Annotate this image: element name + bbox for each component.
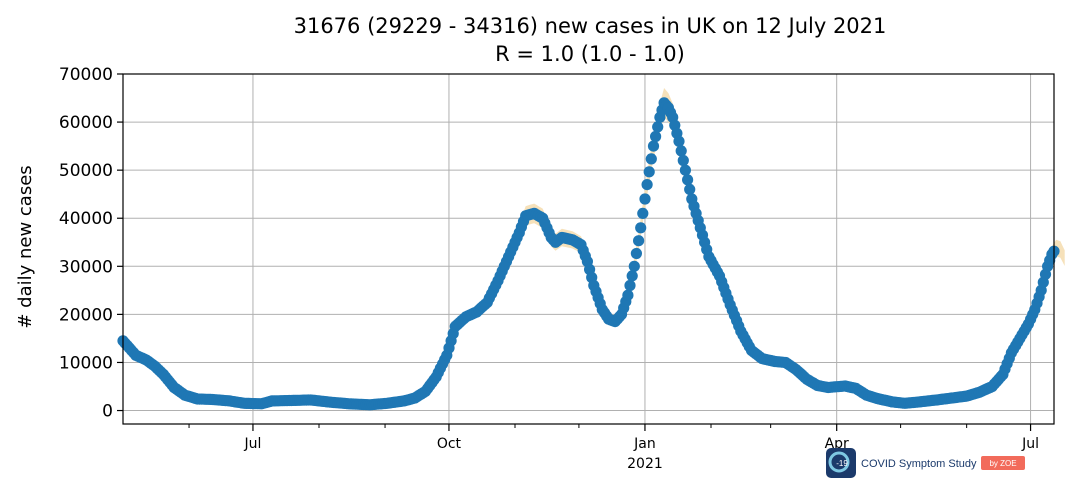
data-point <box>673 135 685 147</box>
data-point <box>645 153 657 165</box>
x-tick-label: Oct <box>437 436 462 452</box>
x-tick-sublabel: 2021 <box>627 456 663 472</box>
data-point <box>641 179 653 191</box>
data-point <box>652 121 664 133</box>
data-point <box>628 260 640 272</box>
data-point <box>639 193 651 205</box>
data-point <box>630 247 643 260</box>
data-point <box>677 154 689 167</box>
logo-text: COVID Symptom Study <box>861 458 977 470</box>
y-tick-label: 10000 <box>59 353 113 373</box>
x-tick-label: Jul <box>1021 436 1039 452</box>
covid-symptom-study-logo: -19 COVID Symptom Study by ZOE <box>826 448 1025 478</box>
axes <box>122 73 1055 425</box>
data-point <box>684 183 696 195</box>
logo-zoe-text: by ZOE <box>989 459 1016 468</box>
logo-zoe-box <box>981 456 1025 470</box>
confidence-band <box>123 88 1065 406</box>
y-tick-label: 0 <box>102 402 113 422</box>
y-axis-ticks: 0 10000 20000 30000 40000 50000 60000 70000 <box>59 65 123 422</box>
y-axis-label: # daily new cases <box>15 165 36 328</box>
grid <box>123 73 1054 424</box>
chart-subtitle: R = 1.0 (1.0 - 1.0) <box>495 42 685 66</box>
chart-title: 31676 (29229 - 34316) new cases in UK on… <box>294 14 887 38</box>
data-point <box>624 279 636 292</box>
data-point <box>647 140 660 152</box>
y-tick-label: 70000 <box>59 65 113 85</box>
x-tick-label: Jul <box>244 436 262 452</box>
data-point <box>635 222 647 234</box>
data-points <box>117 97 1060 411</box>
data-point <box>650 130 662 143</box>
logo-ring-icon <box>828 451 850 473</box>
x-tick-label: Jan <box>633 436 656 452</box>
plot-frame <box>122 73 1055 425</box>
y-tick-label: 40000 <box>59 209 113 229</box>
y-tick-label: 60000 <box>59 113 113 133</box>
y-tick-label: 30000 <box>59 257 113 277</box>
logo-badge-text: -19 <box>836 459 848 468</box>
data-point <box>626 270 638 282</box>
y-tick-label: 50000 <box>59 161 113 181</box>
data-point <box>682 174 694 186</box>
data-point <box>679 164 692 176</box>
confidence-band-area <box>123 88 1065 406</box>
data-point <box>643 166 655 178</box>
data-point <box>637 207 649 219</box>
data-point <box>633 235 645 247</box>
data-point <box>675 145 687 157</box>
data-point <box>622 289 634 301</box>
y-tick-label: 20000 <box>59 305 113 325</box>
